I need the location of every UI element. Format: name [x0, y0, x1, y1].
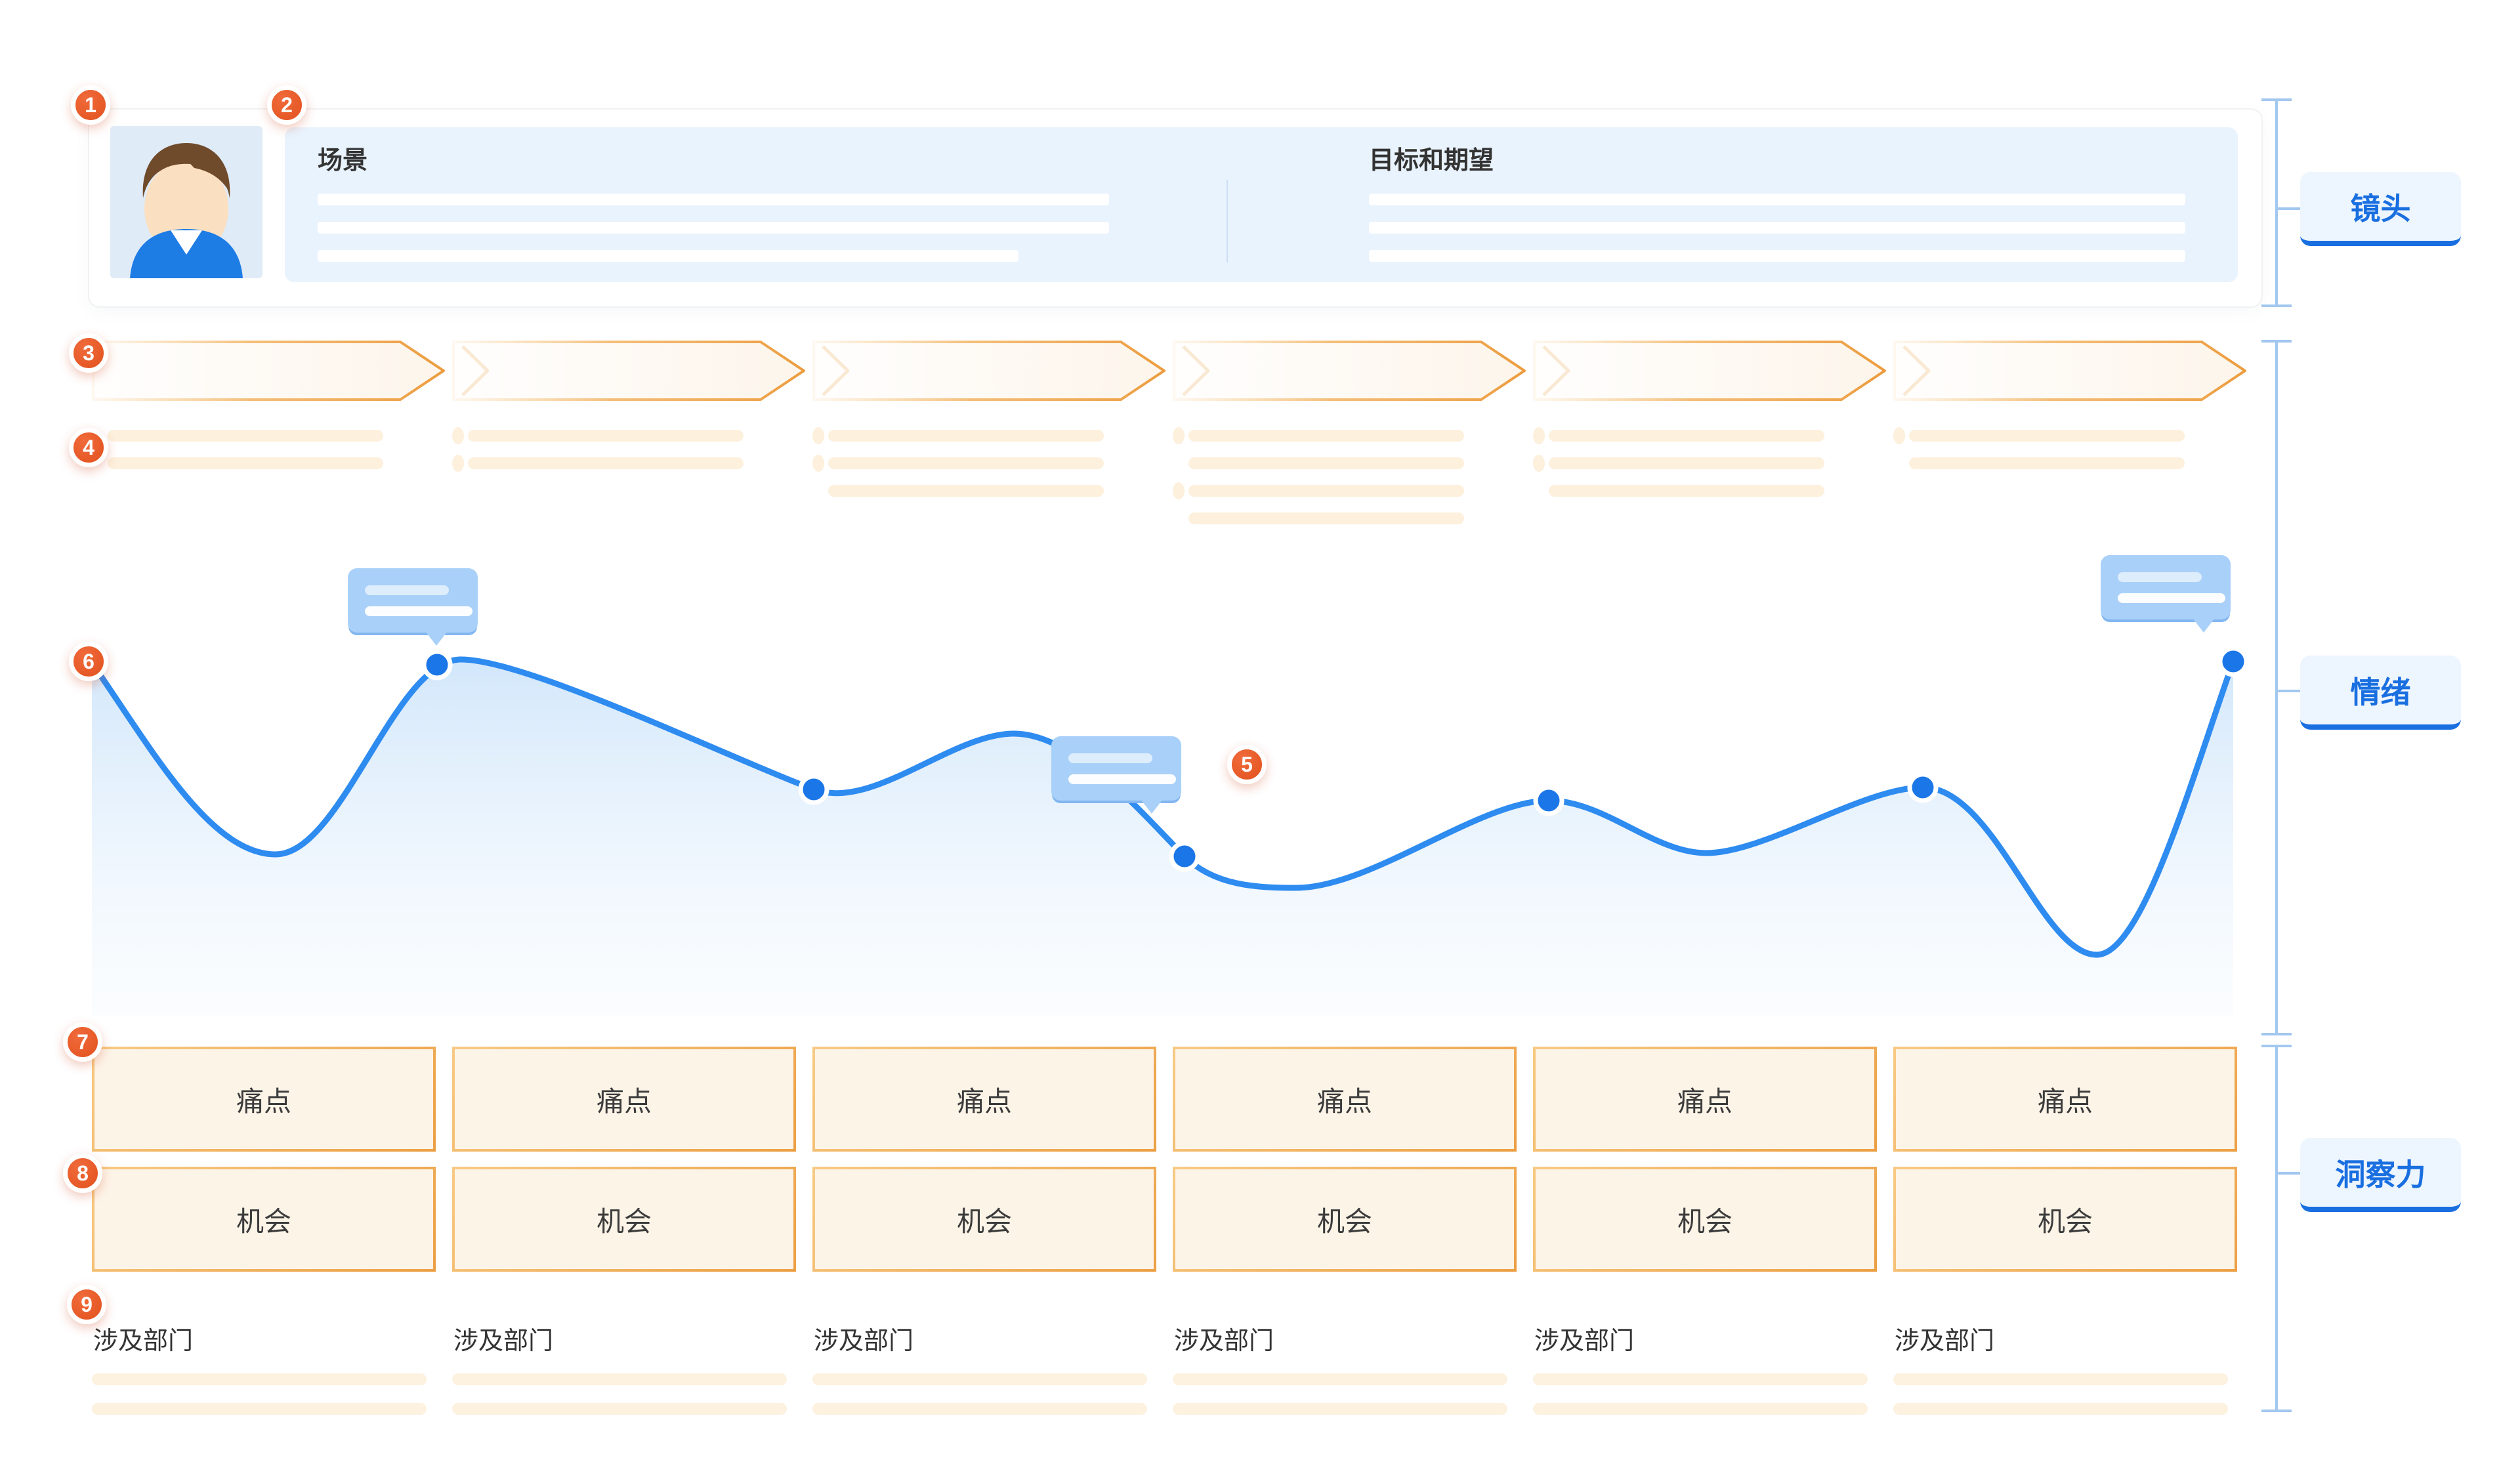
- annotation-badge-1: 1: [71, 85, 110, 125]
- stage-arrow[interactable]: [452, 340, 805, 402]
- emotion-dot[interactable]: [421, 649, 453, 680]
- note-tooltip[interactable]: [348, 568, 478, 646]
- department-line: [92, 1373, 427, 1385]
- tooltip-line: [2118, 593, 2225, 603]
- annotation-badge-2: 2: [267, 85, 306, 125]
- annotation-badge-8: 8: [63, 1154, 102, 1193]
- goals-title: 目标和期望: [1369, 147, 1494, 175]
- tooltip-line: [1068, 753, 1152, 763]
- department-title: 涉及部门: [1174, 1327, 1274, 1355]
- stage-arrow[interactable]: [92, 340, 445, 402]
- annotation-badge-5: 5: [1227, 745, 1267, 784]
- annotation-badge-6: 6: [69, 642, 108, 681]
- department-line: [1173, 1403, 1507, 1415]
- insight-bracket-cap: [2261, 1045, 2292, 1047]
- user-avatar-icon: [110, 126, 262, 278]
- stages-row: [0, 340, 2520, 402]
- emotion-curve-line: [89, 656, 2236, 958]
- lens-bracket-line: [2275, 98, 2278, 307]
- lens-bracket-cap: [2261, 98, 2292, 101]
- panel-divider: [1227, 180, 1228, 262]
- emotion-bracket-tick: [2277, 690, 2301, 692]
- emotion-dot[interactable]: [798, 774, 830, 805]
- goals-skeleton-line: [1369, 250, 2185, 262]
- insight-bracket-line: [2275, 1045, 2278, 1412]
- department-line: [1173, 1373, 1507, 1385]
- department-line: [812, 1403, 1147, 1415]
- emotion-bracket-line: [2275, 340, 2278, 1035]
- opportunity-box[interactable]: 机会: [812, 1167, 1156, 1272]
- emotion-dot[interactable]: [1169, 841, 1200, 872]
- emotion-dot[interactable]: [1907, 772, 1939, 803]
- insight-bracket-tick: [2277, 1172, 2301, 1175]
- emotion-dot[interactable]: [2217, 646, 2249, 677]
- annotation-badge-7: 7: [63, 1022, 102, 1062]
- section-label-insight: 洞察力: [2300, 1138, 2461, 1212]
- annotation-badge-3: 3: [69, 333, 108, 373]
- emotion-bracket-cap: [2261, 340, 2292, 343]
- stage-arrow[interactable]: [812, 340, 1166, 402]
- department-line: [1533, 1373, 1868, 1385]
- opportunity-box[interactable]: 机会: [1893, 1167, 2237, 1272]
- lens-bracket-cap: [2261, 304, 2292, 307]
- scenario-skeleton-line: [318, 250, 1018, 262]
- stage-arrow[interactable]: [1173, 340, 1526, 402]
- department-line: [1893, 1373, 2228, 1385]
- department-title: 涉及部门: [1895, 1327, 1995, 1355]
- department-line: [452, 1373, 787, 1385]
- opportunity-box[interactable]: 机会: [1173, 1167, 1517, 1272]
- department-line: [812, 1373, 1147, 1385]
- department-line: [1893, 1403, 2228, 1415]
- department-line: [1533, 1403, 1868, 1415]
- user-avatar: [110, 126, 262, 278]
- department-title: 涉及部门: [93, 1327, 194, 1355]
- emotion-bracket-cap: [2261, 1033, 2292, 1035]
- insight-bracket-cap: [2261, 1410, 2292, 1412]
- pain-point-box[interactable]: 痛点: [812, 1047, 1156, 1152]
- pain-point-box[interactable]: 痛点: [1893, 1047, 2237, 1152]
- scenario-skeleton-line: [318, 222, 1109, 234]
- stage-arrow[interactable]: [1893, 340, 2246, 402]
- lens-bracket-tick: [2277, 207, 2301, 210]
- department-title: 涉及部门: [453, 1327, 554, 1355]
- scenario-skeleton-line: [318, 194, 1109, 205]
- pain-point-box[interactable]: 痛点: [1533, 1047, 1877, 1152]
- tooltip-line: [365, 606, 472, 616]
- tooltip-line: [365, 585, 449, 595]
- pain-point-box[interactable]: 痛点: [1173, 1047, 1517, 1152]
- tooltip-line: [1068, 774, 1176, 784]
- pain-point-box[interactable]: 痛点: [452, 1047, 796, 1152]
- opportunity-box[interactable]: 机会: [1533, 1167, 1877, 1272]
- tooltip-line: [2118, 572, 2202, 582]
- section-label-lens: 镜头: [2300, 172, 2461, 246]
- department-line: [452, 1403, 787, 1415]
- stage-arrow[interactable]: [1533, 340, 1886, 402]
- section-label-emotion: 情绪: [2300, 656, 2461, 730]
- department-line: [92, 1403, 427, 1415]
- goals-skeleton-line: [1369, 222, 2185, 234]
- scenario-title: 场景: [318, 147, 368, 175]
- annotation-badge-9: 9: [67, 1285, 106, 1324]
- department-title: 涉及部门: [814, 1327, 914, 1355]
- department-title: 涉及部门: [1534, 1327, 1635, 1355]
- opportunity-box[interactable]: 机会: [92, 1167, 436, 1272]
- annotation-badge-4: 4: [69, 428, 108, 467]
- opportunity-box[interactable]: 机会: [452, 1167, 796, 1272]
- emotion-dot[interactable]: [1533, 785, 1564, 816]
- pain-point-box[interactable]: 痛点: [92, 1047, 436, 1152]
- goals-skeleton-line: [1369, 194, 2185, 205]
- note-tooltip[interactable]: [1051, 736, 1181, 814]
- note-tooltip[interactable]: [2101, 555, 2231, 633]
